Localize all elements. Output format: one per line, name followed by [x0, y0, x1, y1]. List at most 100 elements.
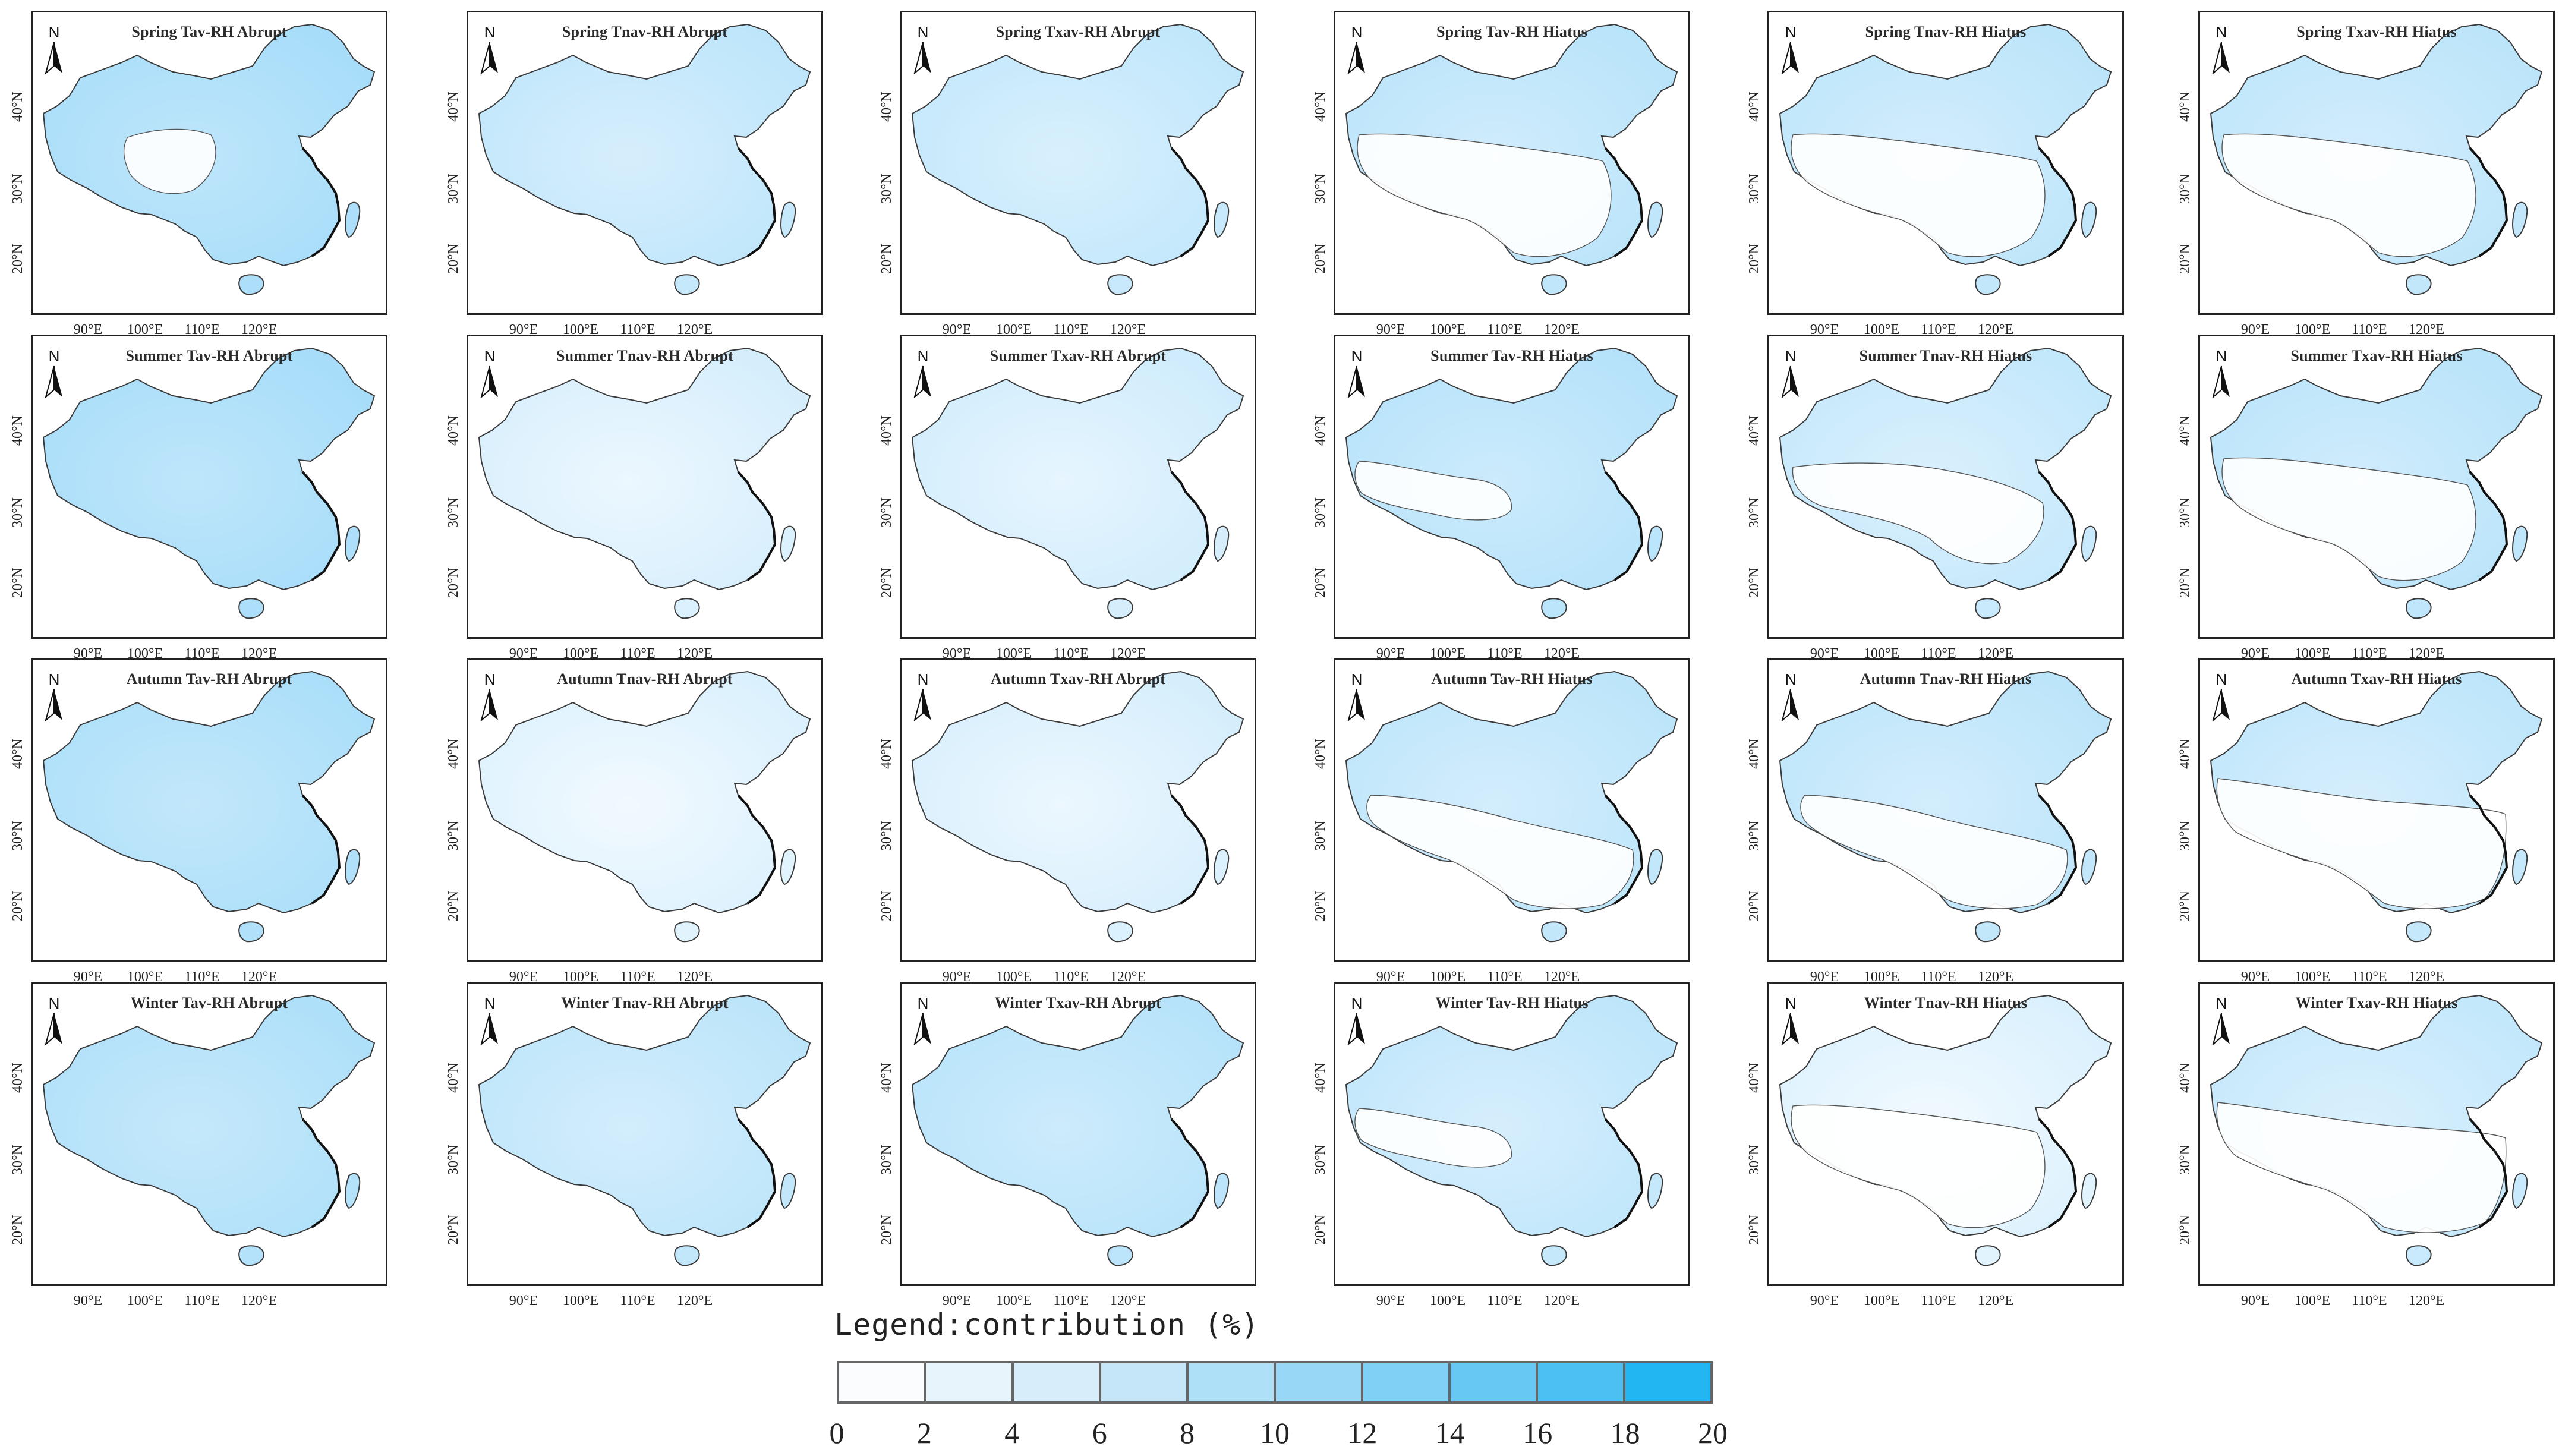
north-label: N — [1351, 670, 1363, 688]
hainan-island — [238, 598, 264, 619]
panel-title: Autumn Tav-RH Abrupt — [126, 670, 292, 688]
map-panel: Autumn Tnav-RH Hiatus N 90°E 100°E 110°E 120°… — [1747, 658, 2124, 985]
north-arrow-icon: N — [1779, 670, 1802, 724]
north-label: N — [917, 670, 929, 688]
latitude-tick-label: 40°N — [879, 738, 894, 769]
latitude-tick-label: 20°N — [1313, 243, 1328, 274]
coastline — [737, 147, 777, 257]
legend-tick-label: 10 — [1260, 1416, 1290, 1449]
latitude-tick-label: 40°N — [10, 1062, 26, 1093]
china-map — [1779, 347, 2112, 619]
map-panel: Spring Tnav-RH Abrupt N 90°E 100°E 110°E 120°… — [446, 11, 823, 338]
china-map — [911, 23, 1244, 295]
coastline — [301, 1118, 341, 1228]
latitude-tick-label: 20°N — [446, 1214, 461, 1245]
legend-tick-label: 14 — [1435, 1416, 1465, 1449]
legend-swatch — [839, 1363, 926, 1401]
map-panel: Spring Tnav-RH Hiatus N 90°E 100°E 110°E 120°… — [1747, 11, 2124, 338]
china-landmass — [911, 670, 1244, 914]
hainan-island — [674, 921, 700, 943]
legend-tick-label: 20 — [1698, 1416, 1728, 1449]
latitude-tick-label: 20°N — [10, 1214, 26, 1245]
panel-title: Spring Tav-RH Hiatus — [1436, 23, 1587, 40]
north-arrow-icon: N — [2210, 670, 2233, 724]
north-arrow-icon: N — [911, 670, 935, 724]
map-panel: Summer Tav-RH Abrupt N 90°E 100°E 110°E 120°E… — [10, 335, 387, 661]
china-map — [1345, 994, 1678, 1266]
hainan-island — [1107, 274, 1133, 295]
latitude-tick-label: 30°N — [1313, 820, 1328, 851]
latitude-tick-label: 30°N — [1313, 173, 1328, 204]
north-label: N — [484, 670, 496, 688]
taiwan-island — [1214, 201, 1230, 238]
map-panel: Summer Tnav-RH Hiatus N 90°E 100°E 110°E 120°… — [1747, 335, 2124, 661]
latitude-tick-label: 20°N — [1747, 243, 1762, 274]
latitude-tick-label: 30°N — [879, 1144, 894, 1175]
north-label: N — [484, 347, 496, 365]
china-landmass — [42, 994, 376, 1238]
legend-tick-label: 8 — [1180, 1416, 1195, 1449]
taiwan-island — [345, 1173, 361, 1209]
china-map — [2210, 23, 2543, 295]
north-label: N — [2216, 670, 2227, 688]
latitude-tick-label: 20°N — [1747, 890, 1762, 921]
coastline — [301, 147, 341, 257]
north-arrow-icon: N — [478, 994, 502, 1048]
map-panel: Winter Tnav-RH Abrupt N 90°E 100°E 110°E 120°… — [446, 982, 823, 1309]
coastline — [2469, 1118, 2508, 1228]
latitude-tick-label: 40°N — [1313, 738, 1328, 769]
north-arrow-icon: N — [478, 670, 502, 724]
latitude-tick-label: 20°N — [1747, 1214, 1762, 1245]
taiwan-island — [1214, 849, 1230, 885]
hainan-island — [1975, 921, 2001, 943]
china-map — [42, 23, 376, 295]
low-contribution-zone — [2221, 133, 2476, 257]
low-contribution-zone — [1366, 795, 1634, 909]
low-contribution-zone — [1357, 133, 1612, 257]
taiwan-island — [1647, 201, 1663, 238]
latitude-tick-label: 40°N — [1747, 1062, 1762, 1093]
map-panel: Spring Txav-RH Hiatus N 90°E 100°E 110°E 120°… — [2177, 11, 2555, 338]
north-label: N — [1351, 23, 1363, 41]
north-label: N — [48, 347, 60, 365]
latitude-tick-label: 20°N — [1313, 567, 1328, 598]
longitude-tick-label: 90°E — [1376, 1293, 1405, 1309]
china-map — [2210, 670, 2543, 943]
latitude-tick-label: 20°N — [2177, 1214, 2193, 1245]
china-map — [42, 670, 376, 943]
coastline — [1170, 1118, 1210, 1228]
north-arrow-icon: N — [1779, 23, 1802, 77]
latitude-tick-label: 20°N — [2177, 243, 2193, 274]
china-map — [911, 670, 1244, 943]
hainan-island — [1541, 921, 1567, 943]
latitude-tick-label: 40°N — [1313, 91, 1328, 122]
latitude-tick-label: 30°N — [1747, 1144, 1762, 1175]
latitude-tick-label: 40°N — [2177, 91, 2193, 122]
china-map — [911, 994, 1244, 1266]
hainan-island — [1975, 274, 2001, 295]
panel-title: Autumn Tnav-RH Abrupt — [557, 670, 733, 688]
china-landmass — [911, 23, 1244, 267]
longitude-tick-label: 100°E — [127, 1293, 163, 1309]
latitude-tick-label: 40°N — [1747, 415, 1762, 446]
hainan-island — [238, 1245, 264, 1266]
coastline — [301, 794, 341, 905]
latitude-tick-label: 40°N — [2177, 415, 2193, 446]
panel-title: Winter Tav-RH Abrupt — [130, 994, 288, 1011]
north-label: N — [1351, 347, 1363, 365]
low-contribution-zone — [1792, 462, 2044, 565]
panel-title: Autumn Txav-RH Abrupt — [990, 670, 1166, 688]
north-label: N — [484, 23, 496, 41]
panel-title: Spring Txav-RH Hiatus — [2296, 23, 2457, 40]
legend-tick-label: 6 — [1092, 1416, 1107, 1449]
legend-swatch — [1451, 1363, 1538, 1401]
taiwan-island — [345, 201, 361, 238]
coastline — [1604, 794, 1644, 905]
map-panel: Summer Txav-RH Abrupt N 90°E 100°E 110°E 120°… — [879, 335, 1256, 661]
legend-swatch — [1276, 1363, 1363, 1401]
latitude-tick-label: 20°N — [10, 243, 26, 274]
latitude-tick-label: 30°N — [446, 173, 461, 204]
legend-tick-label: 2 — [916, 1416, 932, 1449]
latitude-tick-label: 40°N — [1747, 91, 1762, 122]
latitude-tick-label: 30°N — [446, 497, 461, 528]
